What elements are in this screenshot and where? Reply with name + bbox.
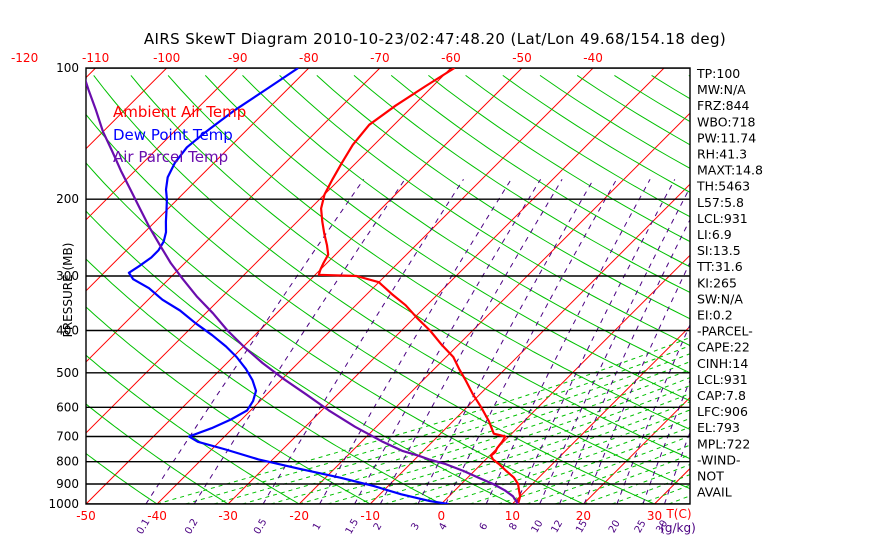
- stat-line: PW:11.74: [697, 130, 756, 145]
- pressure-tick: 400: [56, 323, 79, 337]
- mixing-ratio-tick: 12: [549, 518, 565, 535]
- page-title: AIRS SkewT Diagram 2010-10-23/02:47:48.2…: [143, 30, 727, 48]
- curve-dewpoint: [127, 68, 449, 504]
- curve-parcel: [86, 78, 519, 504]
- mixing-ratio-tick: 0.5: [252, 517, 269, 536]
- stat-line: SW:N/A: [697, 291, 743, 306]
- mixing-ratio-tick: 6: [478, 521, 491, 532]
- plot-frame: [85, 67, 691, 505]
- bottom-temperature-axis: -50 -40 -30 -20 -10 0 10 20 30: [76, 509, 662, 523]
- stat-line: CINH:14: [697, 356, 748, 371]
- legend-item-parcel: Air Parcel Temp: [113, 148, 228, 166]
- stat-line: MAXT:14.8: [697, 163, 763, 178]
- stat-line: EI:0.2: [697, 308, 733, 323]
- bottom-temp-tick: 30: [647, 509, 662, 523]
- top-temp-tick: -60: [441, 51, 461, 65]
- legend: Ambient Air Temp Dew Point Temp Air Parc…: [113, 103, 246, 166]
- stat-line: KI:265: [697, 275, 737, 290]
- mixing-ratio-unit-label: (g/kg): [660, 521, 696, 535]
- sounding-curves: [86, 68, 522, 504]
- bottom-temp-tick: -10: [360, 509, 380, 523]
- curve-temperature: [317, 68, 522, 504]
- mixing-ratio-tick: 0.2: [183, 517, 200, 536]
- stat-line: RH:41.3: [697, 147, 747, 162]
- top-temp-tick: -120: [11, 51, 38, 65]
- top-temp-tick: -90: [228, 51, 248, 65]
- mixing-ratio-tick: 3: [409, 521, 422, 532]
- stat-line: MW:N/A: [697, 82, 746, 97]
- legend-item-dewpoint: Dew Point Temp: [113, 126, 233, 144]
- top-temp-tick: -80: [299, 51, 319, 65]
- yaxis-title: PRESSURE (MB): [61, 243, 75, 338]
- top-temp-tick: -110: [82, 51, 109, 65]
- stat-line: TH:5463: [696, 179, 750, 194]
- xaxis-title: T(C): [665, 507, 691, 521]
- stat-line: MPL:722: [697, 436, 750, 451]
- stat-line: LCL:931: [697, 372, 748, 387]
- pressure-tick: 300: [56, 269, 79, 283]
- mixing-ratio-tick: 10: [530, 518, 546, 535]
- bottom-temp-tick: -50: [76, 509, 96, 523]
- mixing-ratio-tick: 1: [311, 521, 324, 532]
- stat-line: FRZ:844: [697, 98, 750, 113]
- bottom-temp-tick: -20: [289, 509, 309, 523]
- mixing-ratio-tick: 4: [437, 521, 450, 532]
- pressure-tick: 100: [56, 61, 79, 75]
- top-temp-tick: -100: [153, 51, 180, 65]
- stat-line: WBO:718: [697, 114, 755, 129]
- isobar-lines: [86, 68, 690, 504]
- stat-line: TT:31.6: [696, 259, 743, 274]
- mixing-ratio-lines: [145, 179, 690, 504]
- top-temp-tick: -50: [512, 51, 532, 65]
- stat-line: -PARCEL-: [697, 324, 753, 339]
- pressure-tick: 1000: [48, 497, 79, 511]
- pressure-tick: 600: [56, 400, 79, 414]
- pressure-tick: 900: [56, 477, 79, 491]
- bottom-temp-tick: 10: [505, 509, 520, 523]
- stat-line: -WIND-: [697, 452, 741, 467]
- stat-line: EL:793: [697, 420, 740, 435]
- isotherm-lines: [86, 68, 690, 504]
- pressure-tick: 800: [56, 455, 79, 469]
- stat-line: NOT: [697, 469, 724, 484]
- mixing-ratio-tick: 20: [607, 518, 623, 535]
- bottom-temp-tick: 0: [437, 509, 445, 523]
- pressure-tick: 200: [56, 192, 79, 206]
- stat-line: L57:5.8: [697, 195, 744, 210]
- mixing-ratio-tick: 1.5: [344, 517, 361, 536]
- top-temp-tick: -40: [583, 51, 603, 65]
- mixing-ratio-tick: 8: [507, 521, 520, 532]
- top-temp-tick: -70: [370, 51, 390, 65]
- top-temperature-axis: -120 -110 -100 -90 -80 -70 -60 -50 -40: [11, 51, 603, 65]
- legend-item-ambient: Ambient Air Temp: [113, 103, 246, 121]
- pressure-tick: 700: [56, 429, 79, 443]
- stat-line: LI:6.9: [697, 227, 732, 242]
- stat-line: SI:13.5: [697, 243, 741, 258]
- stat-line: CAP:7.8: [697, 388, 746, 403]
- pressure-axis: 100 200 300 400 500 600 700 800 900 1000: [48, 61, 79, 511]
- bottom-temp-tick: 20: [576, 509, 591, 523]
- bottom-temp-tick: -40: [147, 509, 167, 523]
- bottom-temp-tick: -30: [218, 509, 238, 523]
- mixing-ratio-tick: 2: [372, 521, 385, 532]
- stat-line: TP:100: [696, 66, 740, 81]
- stat-line: CAPE:22: [697, 340, 750, 355]
- stat-line: LFC:906: [697, 404, 748, 419]
- background-grid: [86, 68, 690, 504]
- stat-line: LCL:931: [697, 211, 748, 226]
- pressure-tick: 500: [56, 366, 79, 380]
- stat-line: AVAIL: [697, 485, 732, 500]
